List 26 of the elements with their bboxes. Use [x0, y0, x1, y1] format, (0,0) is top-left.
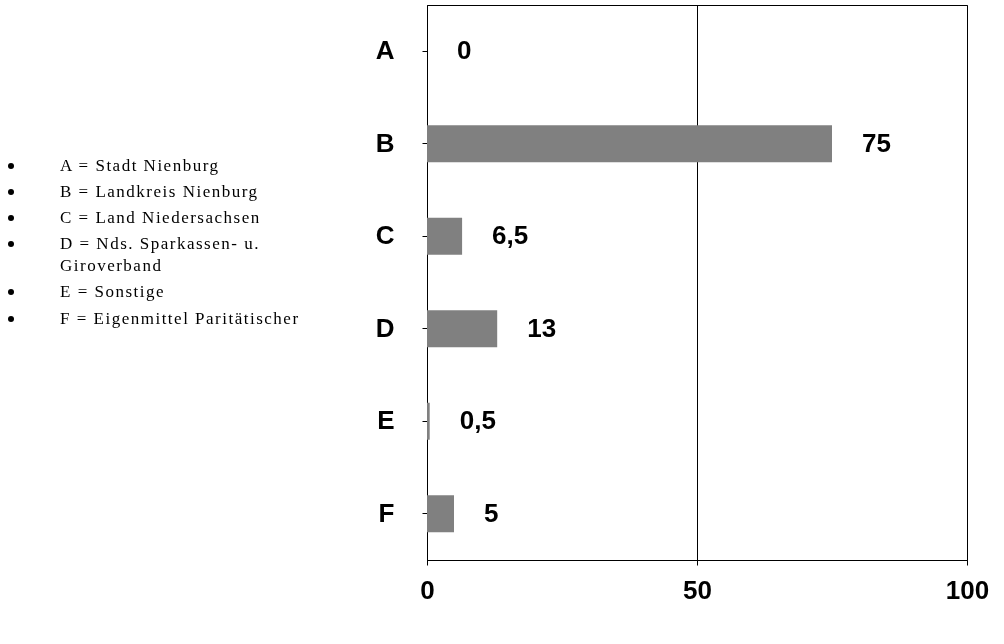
data-label: 75 [862, 127, 891, 158]
data-label: 0,5 [459, 405, 496, 436]
y-tick-label: B [375, 127, 395, 158]
y-tick-label: E [377, 405, 395, 436]
bar [427, 125, 832, 163]
data-label: 13 [527, 312, 557, 343]
text: E = Sonstige [59, 281, 167, 304]
x-tick-label: 100 [945, 574, 990, 605]
bar [427, 495, 454, 533]
bar [427, 310, 498, 348]
y-tick-label: D [375, 312, 395, 343]
bar [427, 402, 430, 440]
data-label: 6,5 [492, 220, 529, 251]
text: A = Stadt Nienburg [59, 155, 221, 177]
x-tick-label: 0 [420, 574, 435, 605]
y-tick-label: C [375, 220, 395, 251]
y-tick-label: A [375, 35, 395, 66]
bar [427, 217, 463, 255]
x-tick-label: 50 [683, 574, 712, 605]
data-label: 0 [457, 35, 472, 66]
data-label: 5 [484, 497, 499, 528]
text: D = Nds. Sparkassen- u. Giroverband [59, 233, 261, 278]
text: F = Eigenmittel Paritätischer [59, 307, 301, 330]
y-tick-label: F [378, 497, 395, 528]
text: B = Landkreis Nienburg [59, 181, 260, 204]
text: C = Land Niedersachsen [59, 207, 262, 230]
